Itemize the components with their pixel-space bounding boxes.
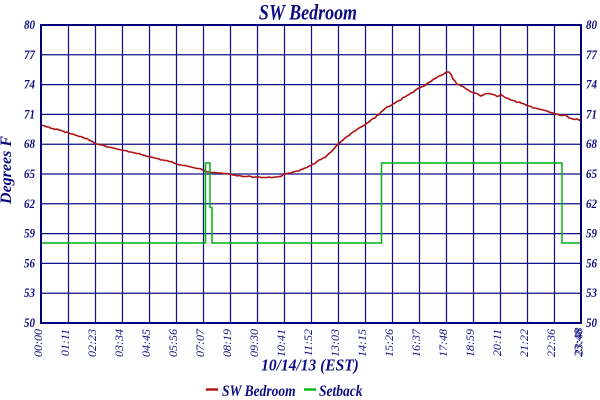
svg-text:04:45: 04:45 — [139, 329, 153, 357]
svg-text:62: 62 — [24, 197, 35, 211]
svg-text:68: 68 — [586, 138, 597, 152]
svg-text:21:22: 21:22 — [517, 329, 531, 357]
svg-text:53: 53 — [586, 287, 597, 301]
svg-text:23:48: 23:48 — [571, 329, 585, 357]
svg-text:50: 50 — [586, 317, 597, 331]
svg-text:22:36: 22:36 — [544, 329, 558, 357]
svg-text:59: 59 — [586, 227, 597, 241]
svg-text:59: 59 — [24, 227, 35, 241]
svg-text:71: 71 — [24, 108, 35, 122]
svg-text:20:11: 20:11 — [490, 329, 504, 356]
svg-text:50: 50 — [24, 317, 35, 331]
svg-text:15:26: 15:26 — [382, 329, 396, 357]
svg-text:02:23: 02:23 — [85, 329, 99, 357]
svg-text:16:37: 16:37 — [409, 328, 423, 357]
svg-text:10:41: 10:41 — [274, 329, 288, 357]
svg-text:05:56: 05:56 — [166, 329, 180, 357]
svg-text:77: 77 — [586, 48, 598, 62]
svg-text:SW Bedroom: SW Bedroom — [222, 383, 296, 400]
svg-text:74: 74 — [24, 78, 35, 92]
svg-text:13:03: 13:03 — [328, 329, 342, 357]
svg-text:01:11: 01:11 — [58, 329, 72, 356]
svg-text:77: 77 — [24, 48, 36, 62]
svg-text:62: 62 — [586, 197, 597, 211]
svg-text:Degrees F: Degrees F — [0, 136, 15, 205]
svg-text:53: 53 — [24, 287, 35, 301]
svg-text:11:52: 11:52 — [301, 329, 315, 356]
svg-text:08:19: 08:19 — [220, 329, 234, 357]
svg-text:14:15: 14:15 — [355, 329, 369, 357]
svg-text:23:48: 23:48 — [572, 328, 586, 356]
svg-text:03:34: 03:34 — [112, 329, 126, 357]
svg-text:80: 80 — [24, 19, 35, 33]
svg-text:80: 80 — [586, 19, 597, 33]
svg-text:Setback: Setback — [319, 383, 363, 400]
svg-text:SW Bedroom: SW Bedroom — [259, 1, 357, 25]
svg-text:74: 74 — [586, 78, 597, 92]
svg-text:18:59: 18:59 — [463, 329, 477, 357]
svg-text:09:30: 09:30 — [247, 329, 261, 357]
svg-text:65: 65 — [24, 168, 35, 182]
svg-text:17:48: 17:48 — [436, 329, 450, 357]
svg-text:00:00: 00:00 — [31, 329, 45, 357]
svg-text:56: 56 — [24, 257, 35, 271]
svg-text:10/14/13 (EST): 10/14/13 (EST) — [261, 355, 359, 375]
svg-text:71: 71 — [586, 108, 597, 122]
svg-text:07:07: 07:07 — [193, 328, 207, 357]
svg-text:68: 68 — [24, 138, 35, 152]
svg-text:65: 65 — [586, 168, 597, 182]
svg-text:56: 56 — [586, 257, 597, 271]
